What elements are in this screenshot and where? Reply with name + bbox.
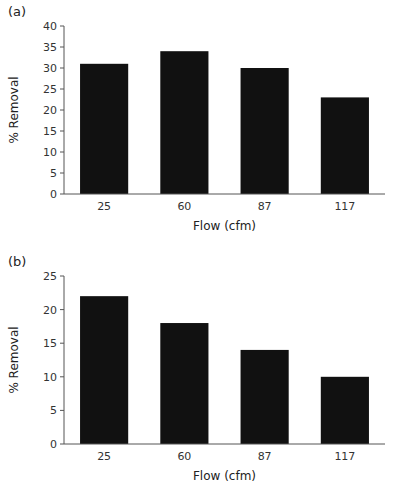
y-tick bbox=[60, 68, 64, 69]
panel: (b) 0 5 10 15 20 25 25 60 87 117 Flow (cfm) % Remova… bbox=[7, 254, 385, 483]
chart-svg: (a) 0 5 10 15 20 25 30 35 40 25 60 87 117 Flow (cfm) % … bbox=[0, 0, 399, 500]
y-tick bbox=[60, 444, 64, 445]
bars bbox=[80, 51, 369, 194]
y-tick-label: 10 bbox=[43, 146, 57, 159]
x-tick-label: 60 bbox=[177, 450, 191, 463]
x-axis bbox=[64, 444, 385, 445]
x-tick-label: 117 bbox=[334, 450, 355, 463]
chart-root: (a) 0 5 10 15 20 25 30 35 40 25 60 87 117 Flow (cfm) % … bbox=[0, 0, 399, 500]
y-axis bbox=[64, 276, 65, 444]
y-tick bbox=[60, 152, 64, 153]
y-tick-label: 25 bbox=[43, 270, 57, 283]
y-tick bbox=[60, 173, 64, 174]
x-tick-label: 117 bbox=[334, 200, 355, 213]
y-tick-label: 0 bbox=[50, 438, 57, 451]
y-tick-label: 10 bbox=[43, 371, 57, 384]
y-tick-label: 25 bbox=[43, 83, 57, 96]
x-tick-label: 87 bbox=[258, 200, 272, 213]
bar bbox=[321, 377, 369, 444]
y-tick-label: 35 bbox=[43, 41, 57, 54]
bar bbox=[160, 51, 208, 194]
bar bbox=[241, 68, 289, 194]
y-tick-label: 15 bbox=[43, 125, 57, 138]
y-tick-label: 40 bbox=[43, 20, 57, 33]
y-tick-label: 20 bbox=[43, 304, 57, 317]
panel-label: (a) bbox=[8, 4, 26, 19]
y-tick-label: 20 bbox=[43, 104, 57, 117]
bar bbox=[160, 323, 208, 444]
y-axis bbox=[64, 26, 65, 194]
y-tick-label: 5 bbox=[50, 404, 57, 417]
y-tick bbox=[60, 343, 64, 344]
y-tick-label: 30 bbox=[43, 62, 57, 75]
bar bbox=[80, 296, 128, 444]
y-tick bbox=[60, 309, 64, 310]
y-axis-title: % Removal bbox=[7, 326, 21, 393]
x-axis-title: Flow (cfm) bbox=[193, 469, 256, 483]
y-tick bbox=[60, 376, 64, 377]
panel-label: (b) bbox=[8, 254, 26, 269]
y-tick-label: 0 bbox=[50, 188, 57, 201]
y-tick bbox=[60, 26, 64, 27]
x-tick-label: 25 bbox=[97, 450, 111, 463]
y-tick bbox=[60, 194, 64, 195]
x-axis-title: Flow (cfm) bbox=[193, 219, 256, 233]
y-tick bbox=[60, 89, 64, 90]
panel: (a) 0 5 10 15 20 25 30 35 40 25 60 87 117 Flow (cfm) % … bbox=[7, 4, 385, 233]
bar bbox=[321, 97, 369, 194]
x-axis bbox=[64, 194, 385, 195]
bar bbox=[80, 64, 128, 194]
y-tick bbox=[60, 276, 64, 277]
x-tick-label: 60 bbox=[177, 200, 191, 213]
y-tick bbox=[60, 110, 64, 111]
x-tick-label: 25 bbox=[97, 200, 111, 213]
x-tick-label: 87 bbox=[258, 450, 272, 463]
bars bbox=[80, 296, 369, 444]
y-tick-label: 15 bbox=[43, 337, 57, 350]
y-tick-label: 5 bbox=[50, 167, 57, 180]
y-axis-title: % Removal bbox=[7, 76, 21, 143]
bar bbox=[241, 350, 289, 444]
y-tick bbox=[60, 47, 64, 48]
y-tick bbox=[60, 410, 64, 411]
y-tick bbox=[60, 131, 64, 132]
